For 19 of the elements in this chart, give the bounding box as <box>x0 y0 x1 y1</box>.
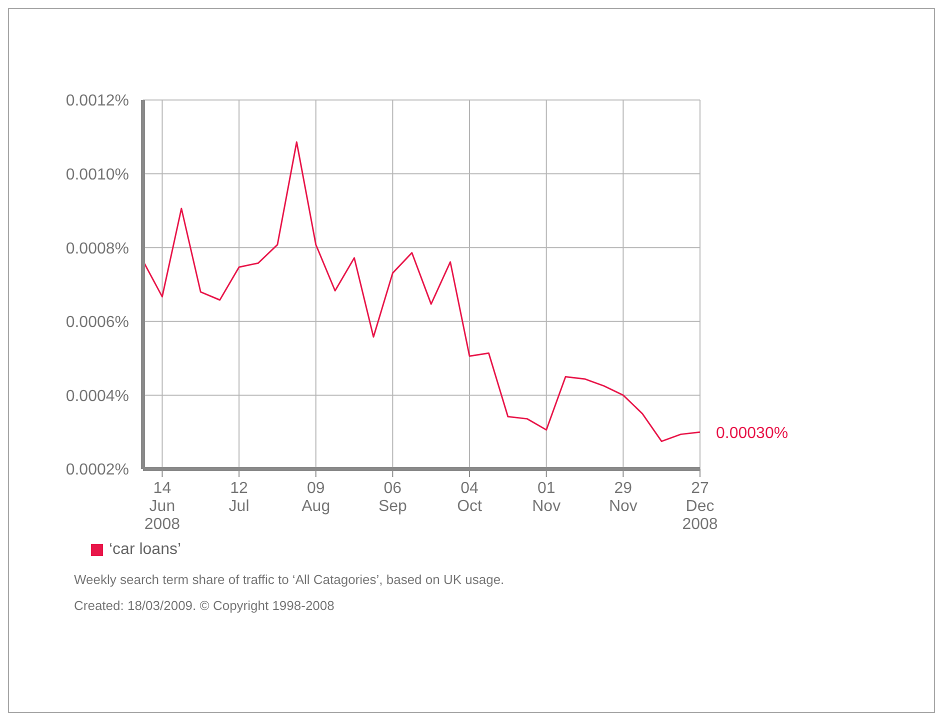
x-tick-label: 14 Jun 2008 <box>144 480 180 533</box>
text: Created: 18/03/2009. © Copyright 1998-2008 <box>74 598 334 613</box>
x-tick-label: 04 Oct <box>457 480 483 515</box>
y-tick-label: 0.0002% <box>66 462 129 479</box>
y-tick-label: 0.0008% <box>66 240 129 258</box>
text: Weekly search term share of traffic to ‘All Catagories’, based on UK usage. <box>74 572 504 587</box>
y-tick-label: 0.0012% <box>66 92 129 110</box>
x-tick-label: 27 Dec 2008 <box>682 480 718 533</box>
x-tick-label: 09 Aug <box>302 480 330 515</box>
y-tick-label: 0.0010% <box>66 166 129 184</box>
line-series <box>143 141 700 442</box>
x-tick-label: 29 Nov <box>608 480 638 515</box>
x-tick-label: 01 Nov <box>532 480 561 515</box>
y-tick-label: 0.0006% <box>66 314 129 332</box>
y-tick-label: 0.0004% <box>66 388 129 405</box>
x-tick-label: 12 Jul <box>228 480 250 515</box>
x-tick-label: 06 Sep <box>378 480 408 515</box>
annotation: 0.00030% <box>716 424 788 442</box>
legend-label: ‘car loans’ <box>108 541 182 559</box>
